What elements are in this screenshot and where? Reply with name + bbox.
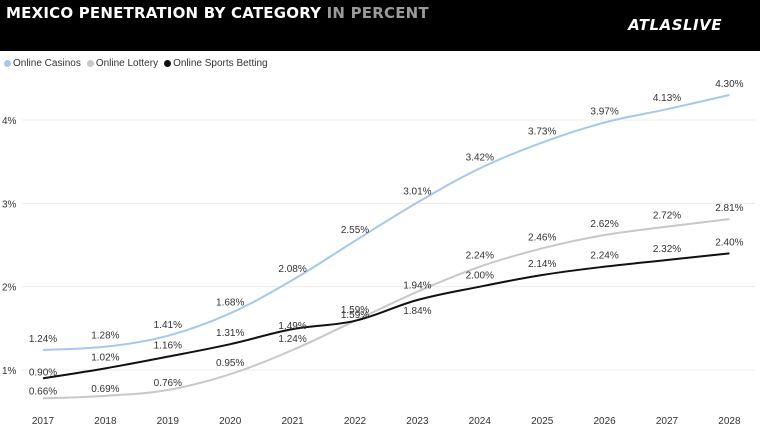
data-label-online-casinos: 4.13% [653,93,681,104]
data-label-online-casinos: 1.68% [216,297,244,308]
data-label-online-casinos: 3.01% [403,187,431,198]
data-label-online-sports-betting: 0.90% [29,367,57,378]
chart-title-sub: IN PERCENT [326,4,429,22]
data-label-online-sports-betting: 1.16% [154,341,182,352]
x-tick-label-2028: 2028 [718,416,741,427]
y-tick-label: 3% [2,199,17,210]
legend-item-online-lottery: Online Lottery [86,58,159,69]
y-tick-label: 1% [2,366,17,377]
legend-item-online-sports-betting: Online Sports Betting [164,58,268,69]
header-bar: MEXICO PENETRATION BY CATEGORY IN PERCEN… [0,0,760,51]
data-label-online-lottery: 0.69% [91,384,119,395]
legend-label-online-casinos: Online Casinos [13,58,81,69]
series-line-online-lottery [42,218,730,400]
x-tick-label-2027: 2027 [656,416,679,427]
data-label-online-lottery: 1.94% [403,281,431,292]
x-tick-label-2024: 2024 [469,416,492,427]
data-label-online-casinos: 4.30% [715,79,743,90]
data-label-online-lottery: 0.95% [216,358,244,369]
chart-title: MEXICO PENETRATION BY CATEGORY IN PERCEN… [6,4,429,22]
y-tick-label: 4% [2,116,17,127]
data-label-online-sports-betting: 2.24% [590,251,618,262]
legend-label-online-lottery: Online Lottery [95,58,159,69]
data-label-online-casinos: 1.24% [29,334,57,345]
y-tick-label: 2% [2,283,17,294]
x-tick-label-2025: 2025 [531,416,554,427]
x-tick-label-2022: 2022 [344,416,367,427]
data-label-online-casinos: 3.73% [528,127,556,138]
data-label-online-casinos: 3.97% [590,107,618,118]
legend-dot-online-sports-betting [164,60,172,67]
x-tick-label-2026: 2026 [593,416,616,427]
data-label-online-casinos: 3.42% [466,152,494,163]
data-label-online-lottery: 1.24% [278,334,306,345]
x-tick-label-2019: 2019 [157,416,180,427]
data-label-online-sports-betting: 2.00% [466,271,494,282]
x-tick-label-2021: 2021 [281,416,304,427]
data-label-online-sports-betting: 1.49% [278,321,306,332]
data-label-online-casinos: 2.08% [278,264,306,275]
x-tick-label-2023: 2023 [406,416,429,427]
legend-item-online-casinos: Online Casinos [4,58,81,69]
data-label-online-lottery: 0.76% [154,378,182,389]
legend-dot-online-casinos [4,60,11,67]
data-label-online-sports-betting: 2.32% [653,244,681,255]
data-label-online-lottery: 1.59% [341,305,369,316]
data-label-online-lottery: 2.46% [528,232,556,243]
data-label-online-casinos: 2.55% [341,225,369,236]
x-tick-label-2020: 2020 [219,416,242,427]
series-line-online-sports-betting [42,252,730,380]
data-label-online-sports-betting: 2.14% [528,259,556,270]
atlaslive-logo: ATLASLIVE [628,16,722,34]
data-label-online-sports-betting: 1.31% [216,328,244,339]
data-label-online-sports-betting: 1.84% [403,306,431,317]
data-label-online-sports-betting: 1.02% [91,352,119,363]
chart-title-main: MEXICO PENETRATION BY CATEGORY [6,4,322,22]
legend-label-online-sports-betting: Online Sports Betting [173,58,268,69]
data-label-online-sports-betting: 1.59% [341,310,369,321]
data-label-online-casinos: 1.41% [154,320,182,331]
data-label-online-casinos: 1.28% [91,331,119,342]
legend-dot-online-lottery [86,60,94,67]
data-label-online-lottery: 0.66% [29,386,57,397]
data-label-online-sports-betting: 2.40% [715,237,743,248]
x-tick-label-2018: 2018 [94,416,117,427]
data-label-online-lottery: 2.24% [466,251,494,262]
x-tick-label-2017: 2017 [32,416,55,427]
legend: Online Casinos Online Lottery Online Spo… [4,58,268,69]
data-label-online-lottery: 2.62% [590,219,618,230]
data-label-online-lottery: 2.81% [715,203,743,214]
data-label-online-lottery: 2.72% [653,211,681,222]
